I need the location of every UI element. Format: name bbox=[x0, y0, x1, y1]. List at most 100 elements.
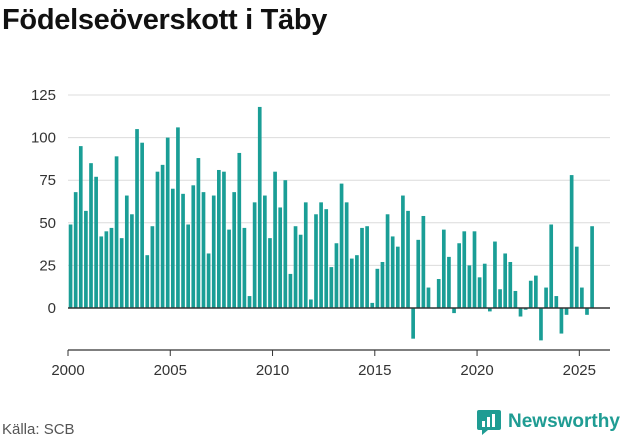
bar bbox=[186, 224, 190, 308]
bar bbox=[569, 175, 574, 308]
bar bbox=[467, 265, 472, 308]
x-tick-label: 2000 bbox=[51, 362, 84, 379]
bar bbox=[309, 299, 313, 308]
bar bbox=[73, 192, 78, 308]
bars bbox=[68, 106, 594, 341]
bar bbox=[493, 241, 497, 308]
bar bbox=[406, 210, 410, 308]
bar bbox=[94, 176, 98, 308]
x-tick-label: 2025 bbox=[563, 362, 596, 379]
x-tick-label: 2020 bbox=[460, 362, 493, 379]
bar bbox=[201, 192, 206, 308]
tick-labels: 0 25 50 75 100 125 2000 2005 2010 2015 2020 2025 bbox=[31, 87, 596, 379]
bar bbox=[273, 171, 277, 308]
bar bbox=[411, 308, 415, 339]
bar bbox=[232, 192, 237, 308]
bar bbox=[109, 227, 114, 308]
bar bbox=[534, 275, 538, 308]
bar bbox=[211, 195, 216, 308]
bar bbox=[155, 171, 160, 308]
bar bbox=[278, 207, 283, 308]
bar bbox=[395, 246, 400, 308]
bar bbox=[124, 195, 129, 308]
bar bbox=[513, 290, 518, 308]
bar bbox=[252, 202, 257, 308]
bar bbox=[523, 308, 528, 310]
bar bbox=[283, 180, 288, 308]
bar bbox=[176, 127, 180, 308]
bar bbox=[421, 215, 426, 308]
bar bbox=[217, 169, 221, 308]
bar bbox=[247, 296, 252, 308]
bar bbox=[380, 261, 385, 308]
bar bbox=[135, 129, 139, 308]
bar bbox=[539, 308, 543, 341]
bar bbox=[114, 156, 119, 308]
bar bbox=[564, 308, 569, 315]
bar bbox=[339, 183, 344, 308]
brand-name: Newsworthy bbox=[508, 411, 620, 432]
bar bbox=[196, 158, 201, 308]
bar bbox=[503, 253, 508, 308]
bar bbox=[329, 267, 334, 308]
y-tick-label: 0 bbox=[48, 300, 56, 317]
bar bbox=[436, 279, 441, 308]
bar bbox=[370, 302, 375, 308]
bar bbox=[222, 171, 226, 308]
bar bbox=[99, 236, 104, 308]
bar bbox=[324, 209, 329, 308]
newsworthy-logo-icon bbox=[477, 410, 501, 435]
bar bbox=[365, 226, 369, 308]
bar bbox=[482, 263, 487, 308]
x-tick-label: 2010 bbox=[256, 362, 289, 379]
bar bbox=[375, 268, 380, 308]
bar bbox=[288, 273, 293, 308]
bar bbox=[298, 234, 303, 308]
brand-logo: Newsworthy bbox=[476, 408, 620, 436]
bar bbox=[68, 224, 73, 308]
bar bbox=[355, 255, 359, 308]
bar bbox=[498, 289, 502, 308]
bar bbox=[447, 256, 451, 308]
bar bbox=[452, 308, 456, 314]
bar bbox=[544, 287, 548, 308]
bar bbox=[416, 239, 421, 308]
bar bbox=[441, 229, 446, 308]
bar bbox=[518, 308, 523, 317]
bar bbox=[426, 287, 431, 308]
bar bbox=[580, 287, 584, 308]
bar bbox=[263, 195, 267, 308]
y-tick-label: 50 bbox=[39, 215, 56, 232]
bar bbox=[165, 137, 170, 308]
bar bbox=[237, 152, 242, 308]
bar bbox=[344, 202, 349, 308]
bar bbox=[472, 231, 477, 308]
bar bbox=[84, 210, 88, 308]
bar bbox=[160, 164, 165, 308]
bar bbox=[268, 238, 272, 308]
bar bbox=[585, 308, 589, 315]
bar bbox=[314, 214, 318, 308]
gridlines bbox=[68, 94, 610, 266]
bar bbox=[150, 226, 155, 308]
bar bbox=[385, 214, 390, 308]
y-tick-label: 125 bbox=[31, 87, 56, 104]
bar bbox=[457, 243, 461, 308]
y-tick-label: 75 bbox=[39, 172, 56, 189]
bar bbox=[319, 202, 323, 308]
source-note: Källa: SCB bbox=[2, 421, 75, 438]
bar bbox=[104, 231, 109, 308]
bar bbox=[89, 163, 93, 308]
bar bbox=[508, 261, 513, 308]
bar bbox=[227, 229, 231, 308]
bar bbox=[206, 253, 211, 308]
chart-title: Födelseöverskott i Täby bbox=[2, 4, 328, 36]
bar bbox=[293, 226, 298, 308]
bar bbox=[360, 227, 364, 308]
x-tick-label: 2015 bbox=[358, 362, 391, 379]
x-tick-label: 2005 bbox=[154, 362, 187, 379]
bar bbox=[78, 146, 83, 308]
bar bbox=[257, 106, 262, 309]
bar bbox=[590, 226, 594, 308]
y-tick-label: 25 bbox=[39, 257, 56, 274]
